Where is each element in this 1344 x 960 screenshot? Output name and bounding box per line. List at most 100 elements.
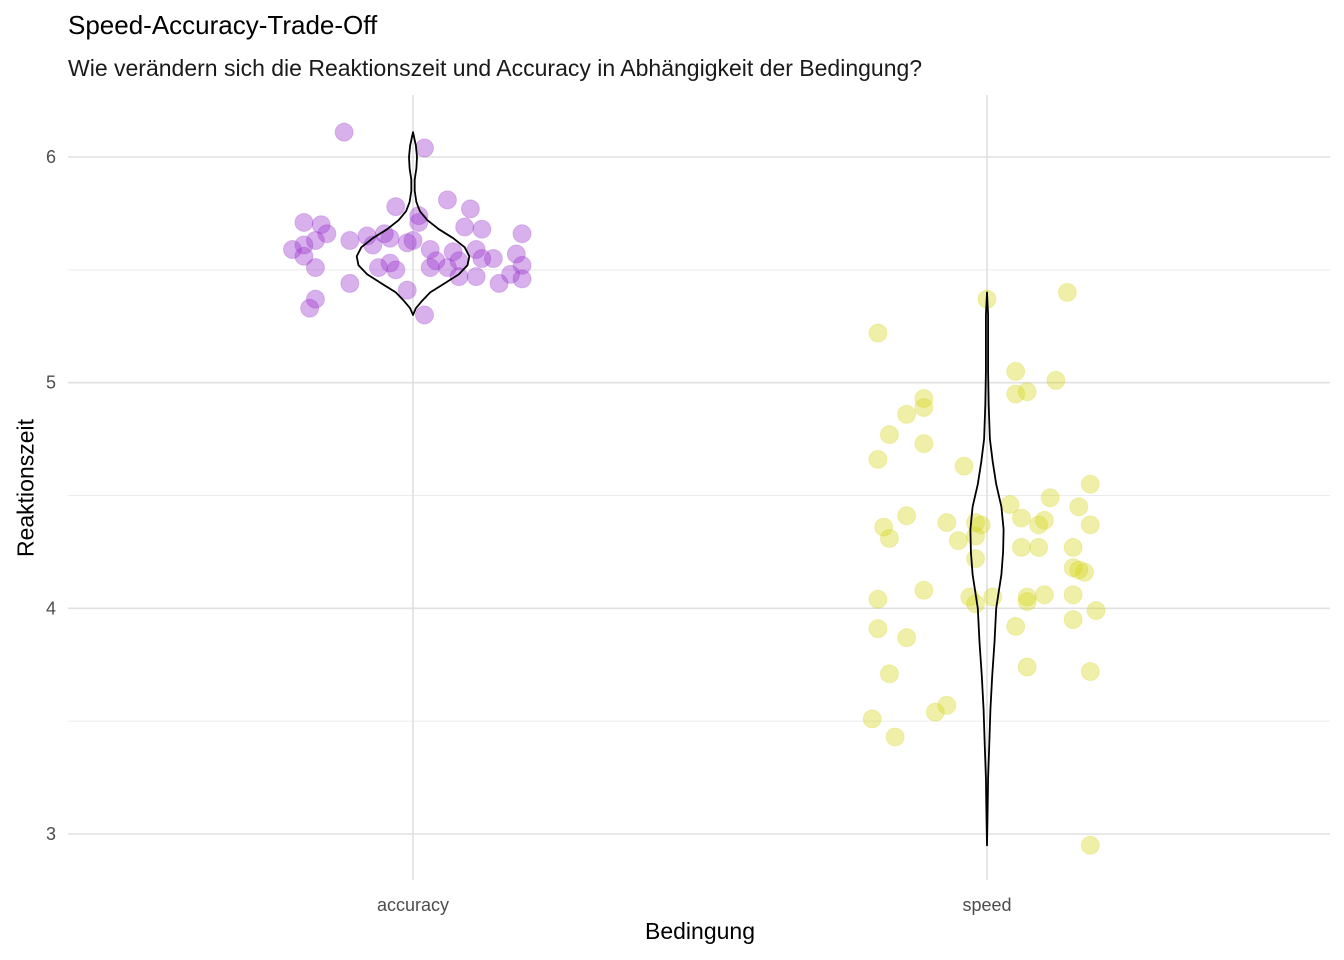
data-point-speed [1086,601,1106,621]
data-point-accuracy [512,255,532,275]
data-point-speed [1017,382,1037,402]
data-point-accuracy [380,228,400,248]
data-point-accuracy [460,199,480,219]
data-point-accuracy [369,258,389,278]
data-point-speed [1017,587,1037,607]
data-point-accuracy [334,122,354,142]
data-point-speed [1006,616,1026,636]
data-point-accuracy [294,212,314,232]
data-point-accuracy [403,230,423,250]
data-point-speed [1017,592,1037,612]
data-point-accuracy [374,224,394,244]
data-point-speed [868,619,888,639]
data-point-speed [954,456,974,476]
data-point-speed [1034,585,1054,605]
data-point-speed [1006,384,1026,404]
data-point-accuracy [317,224,337,244]
data-point-accuracy [455,217,475,237]
grid-major [68,95,1330,880]
data-point-speed [897,628,917,648]
data-point-speed [1040,488,1060,508]
data-point-speed [1063,537,1083,557]
x-tick-label-speed: speed [962,895,1011,915]
data-point-speed [1063,585,1083,605]
data-point-speed [879,528,899,548]
data-point-speed [1080,835,1100,855]
data-point-speed [868,449,888,469]
x-tick-label-accuracy: accuracy [377,895,449,915]
data-point-accuracy [512,269,532,289]
y-tick-labels: 3 4 5 6 [46,147,56,844]
data-point-speed [914,580,934,600]
y-tick-label: 6 [46,147,56,167]
data-point-speed [937,695,957,715]
data-point-speed [879,664,899,684]
data-point-speed [966,526,986,546]
data-point-accuracy [420,240,440,260]
data-point-accuracy [437,190,457,210]
data-points [282,122,1106,855]
data-point-accuracy [380,253,400,273]
y-tick-label: 3 [46,824,56,844]
data-point-accuracy [386,260,406,280]
y-tick-label: 5 [46,373,56,393]
data-point-speed [1034,510,1054,530]
data-point-speed [897,404,917,424]
chart-title: Speed-Accuracy-Trade-Off [68,10,378,40]
data-point-accuracy [397,233,417,253]
data-point-speed [1075,562,1095,582]
data-point-speed [879,425,899,445]
data-point-accuracy [305,258,325,278]
data-point-speed [1057,282,1077,302]
data-point-speed [1029,515,1049,535]
chart-subtitle: Wie verändern sich die Reaktionszeit und… [68,55,923,81]
data-point-speed [1011,508,1031,528]
data-point-accuracy [483,249,503,269]
data-point-speed [1063,558,1083,578]
data-point-speed [874,517,894,537]
data-point-speed [971,515,991,535]
data-point-speed [1080,474,1100,494]
x-tick-labels: accuracy speed [377,895,1012,915]
data-point-accuracy [414,305,434,325]
data-point-speed [948,531,968,551]
data-point-accuracy [489,273,509,293]
violins [355,131,1005,847]
data-point-accuracy [294,235,314,255]
data-point-accuracy [472,249,492,269]
data-point-accuracy [409,212,429,232]
violin-speed [969,291,1005,847]
data-point-accuracy [501,264,521,284]
data-point-accuracy [305,289,325,309]
grid-minor [68,269,1330,722]
data-point-accuracy [340,273,360,293]
data-point-accuracy [506,244,526,264]
data-point-accuracy [397,280,417,300]
data-point-speed [1069,497,1089,517]
data-point-accuracy [472,219,492,239]
data-point-accuracy [340,230,360,250]
data-point-accuracy [311,215,331,235]
data-point-speed [914,397,934,417]
data-point-speed [1080,662,1100,682]
data-point-accuracy [414,138,434,158]
data-point-speed [914,388,934,408]
data-point-speed [914,434,934,454]
data-point-speed [966,549,986,569]
data-point-accuracy [443,242,463,262]
data-point-speed [1069,560,1089,580]
data-point-speed [1029,537,1049,557]
data-point-speed [1046,370,1066,390]
data-point-speed [1017,657,1037,677]
data-point-accuracy [305,230,325,250]
data-point-accuracy [294,246,314,266]
data-point-accuracy [449,267,469,287]
data-point-speed [868,589,888,609]
data-point-speed [1063,610,1083,630]
violin-accuracy [355,131,471,316]
data-point-speed [937,513,957,533]
data-point-accuracy [426,251,446,271]
data-point-accuracy [300,298,320,318]
data-point-speed [960,587,980,607]
data-point-accuracy [466,240,486,260]
